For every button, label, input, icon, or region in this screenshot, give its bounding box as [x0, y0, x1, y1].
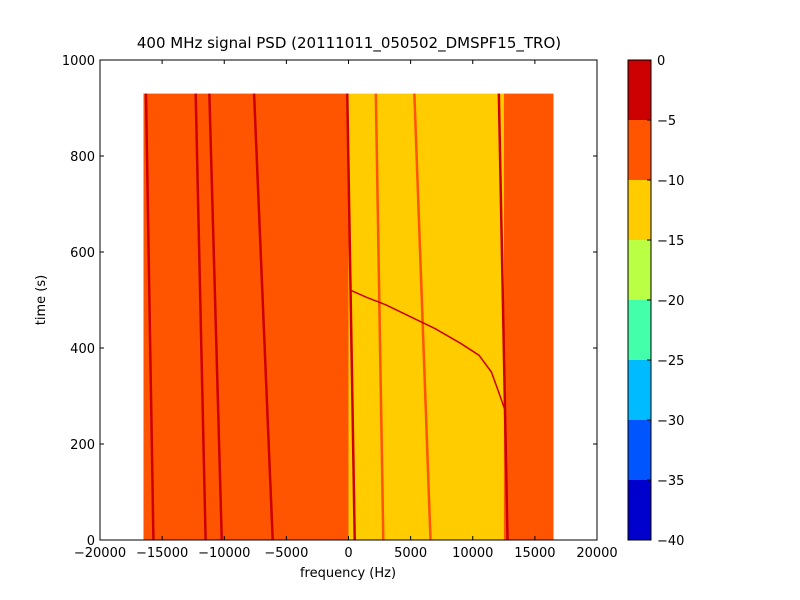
tone-track-4 [346, 93, 356, 541]
colorbar-band-2 [628, 360, 651, 420]
x-tick-label: 0 [344, 546, 352, 561]
tone-track-5 [374, 93, 385, 541]
y-tick-label: 600 [70, 246, 95, 261]
colorbar-band-5 [628, 180, 651, 240]
tone-track-2 [208, 93, 224, 541]
chart-title: 400 MHz signal PSD (20111011_050502_DMSP… [137, 34, 561, 53]
plot-area [99, 59, 598, 541]
doppler-curve [350, 289, 506, 411]
colorbar-tick-label: −15 [657, 234, 684, 249]
psd-region-2 [503, 93, 554, 540]
x-tick-label: −5000 [264, 546, 308, 561]
psd-region-1 [348, 93, 504, 540]
y-axis-label: time (s) [34, 275, 49, 325]
colorbar-tick-label: −20 [657, 294, 684, 309]
x-tick-label: 15000 [514, 546, 555, 561]
colorbar-tick-label: 0 [657, 54, 665, 69]
colorbar-band-0 [628, 480, 651, 540]
y-tick-label: 400 [70, 342, 95, 357]
x-tick-label: −15000 [136, 546, 188, 561]
tone-track-0 [144, 93, 155, 541]
y-tick-label: 800 [70, 150, 95, 165]
colorbar-band-6 [628, 120, 651, 180]
y-axis: 0 200 400 600 800 1000 [62, 54, 597, 549]
x-tick-label: 10000 [452, 546, 493, 561]
tone-track-1 [194, 93, 207, 541]
colorbar-band-4 [628, 240, 651, 300]
colorbar-band-7 [628, 60, 651, 120]
colorbar-band-1 [628, 420, 651, 480]
x-tick-label: −20000 [74, 546, 126, 561]
tone-track-3 [252, 93, 274, 541]
colorbar: 0 −5 −10 −15 −20 −25 −30 −35 −40 [627, 54, 684, 549]
tone-track-7 [497, 93, 509, 541]
colorbar-tick-label: −30 [657, 414, 684, 429]
colorbar-tick-label: −5 [657, 114, 676, 129]
x-axis: −20000 −15000 −10000 −5000 0 5000 10000 15000 20… [74, 60, 618, 561]
psd-region-0 [143, 93, 349, 540]
x-tick-label: 20000 [576, 546, 617, 561]
x-axis-label: frequency (Hz) [300, 566, 396, 581]
tone-track-6 [413, 93, 432, 541]
colorbar-tick-label: −25 [657, 354, 684, 369]
y-tick-label: 200 [70, 438, 95, 453]
y-tick-label: 0 [87, 534, 95, 549]
x-tick-label: −10000 [198, 546, 250, 561]
colorbar-band-3 [628, 300, 651, 360]
y-tick-label: 1000 [62, 54, 95, 69]
x-tick-label: 5000 [394, 546, 427, 561]
colorbar-tick-label: −40 [657, 534, 684, 549]
colorbar-tick-label: −35 [657, 474, 684, 489]
colorbar-tick-label: −10 [657, 174, 684, 189]
